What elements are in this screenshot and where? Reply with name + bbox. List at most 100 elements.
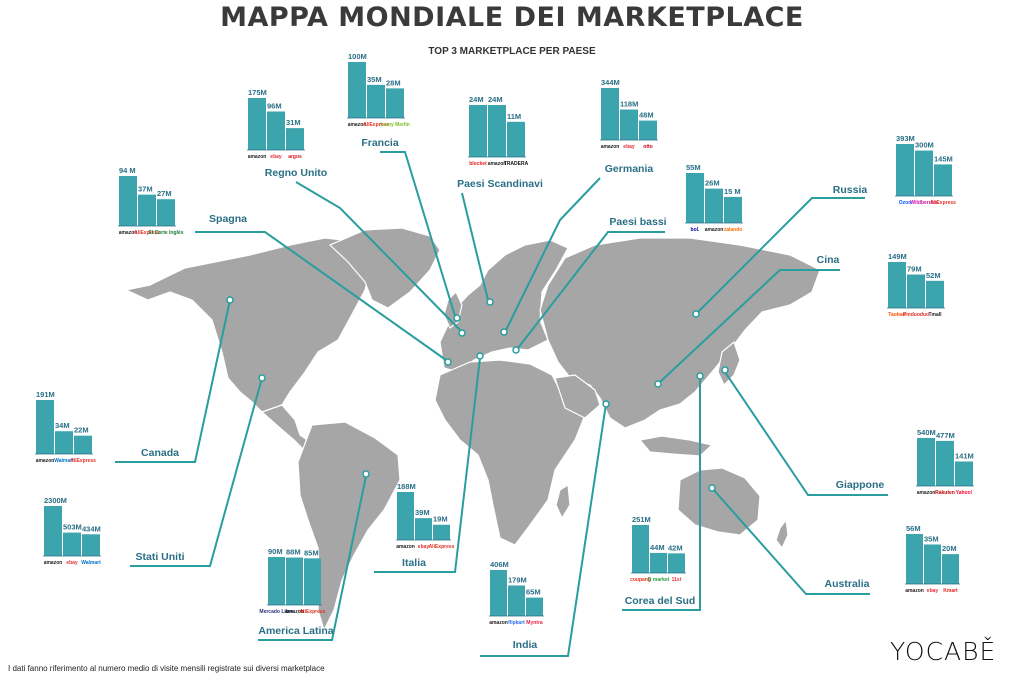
bar-paesi-scandinavi-tradera — [507, 121, 525, 157]
bar-spagna-aliexpress — [138, 194, 156, 226]
bar-paesi-bassi-amazon — [705, 188, 723, 223]
bar-russia-aliexpress — [934, 164, 952, 196]
connector-francia — [380, 151, 456, 317]
value-label: 100M — [348, 52, 367, 61]
brand-tradera: TRADERA — [504, 161, 529, 167]
value-label: 34M — [55, 421, 70, 430]
bar-canada-amazon — [36, 400, 54, 454]
brand-aliexpress: AliExpress — [930, 200, 956, 206]
brand-aliexpress: AliExpress — [134, 230, 160, 236]
chart-stati-uniti: 2300M amazon 503M ebay 434M Walmart Stati Unit… — [43, 496, 185, 566]
value-label: 85M — [304, 548, 319, 557]
value-label: 28M — [386, 78, 401, 87]
value-label: 90M — [268, 547, 283, 556]
bar-francia-leroy-merlin — [386, 88, 404, 118]
value-label: 55M — [686, 163, 701, 172]
chart-giappone: 540M amazon 477M Rakuten 141M Yahoo! Giappone — [836, 428, 974, 496]
connector-corea-del-sud — [622, 378, 701, 611]
value-label: 24M — [488, 95, 503, 104]
landmass-madagascar — [555, 483, 571, 520]
value-label: 37M — [138, 185, 153, 194]
marker-corea-del-sud — [696, 372, 704, 380]
brand-g-market: G market — [648, 577, 670, 583]
value-label: 94 M — [119, 166, 136, 175]
landmass-arabia — [554, 374, 601, 419]
connector-australia — [711, 487, 870, 595]
brand-walmart: Walmart — [54, 458, 74, 464]
brand-aliexpress: AliExpress — [429, 544, 455, 550]
landmass-new-zealand — [775, 518, 789, 550]
bar-corea-del-sud-g-market — [650, 552, 667, 573]
brand-amazon: amazon — [601, 144, 620, 150]
brand-amazon: amazon — [285, 609, 304, 615]
page-subtitle: TOP 3 MARKETPLACE PER PAESE — [428, 46, 596, 57]
value-label: 35M — [367, 75, 382, 84]
value-label: 19M — [433, 515, 448, 524]
bar-germania-amazon — [601, 88, 619, 140]
brand-amazon: amazon — [248, 154, 267, 160]
value-label: 26M — [705, 179, 720, 188]
chart-cina: 149M Taobao 79M Pinduoduo 52M Tmall Cina — [817, 252, 945, 318]
value-label: 42M — [668, 543, 683, 552]
bar-india-flipkart — [508, 585, 525, 616]
value-label: 477M — [936, 431, 955, 440]
bar-italia-amazon — [397, 492, 414, 540]
charts: 175M amazon 96M ebay 31M argos Regno Unito 100M… — [35, 52, 974, 651]
marker-paesi-scandinavi — [486, 298, 494, 306]
bar-australia-amazon — [906, 534, 923, 584]
brand-ebay: ebay — [418, 544, 430, 550]
bar-spagna-amazon — [119, 176, 137, 226]
chart-spagna: 94 M amazon 37M AliExpress 27M El Corte Inglé… — [118, 166, 247, 236]
value-label: 188M — [397, 482, 416, 491]
landmass-south-america — [297, 421, 401, 632]
brand-walmart: Walmart — [81, 560, 101, 566]
chart-germania: 344M amazon 118M ebay 48M otto Germania — [600, 78, 658, 175]
bar-russia-wildberries — [915, 150, 933, 196]
connector-paesi-scandinavi — [461, 192, 489, 301]
bar-america-latina-mercado-libre — [268, 557, 285, 605]
marker-australia — [708, 484, 716, 492]
connector-regno-unito — [295, 181, 461, 331]
marker-canada — [226, 296, 234, 304]
value-label: 15 M — [724, 187, 741, 196]
brand-wildberries: Wildberries — [910, 200, 937, 206]
bar-america-latina-amazon — [286, 557, 303, 605]
brand-el-corte-ingles: El Corte Inglés — [148, 230, 183, 236]
value-label: 79M — [907, 265, 922, 274]
bar-spagna-el-corte-ingles — [157, 199, 175, 226]
bar-giappone-rakuten — [936, 440, 954, 486]
bar-cina-taobao — [888, 262, 906, 308]
page-title: MAPPA MONDIALE DEI MARKETPLACE — [220, 2, 804, 33]
bar-cina-pinduoduo — [907, 274, 925, 308]
brand-ebay: ebay — [66, 560, 78, 566]
value-label: 27M — [157, 189, 172, 198]
value-label: 39M — [415, 508, 430, 517]
brand-blocket: blocket — [469, 161, 487, 167]
value-label: 24M — [469, 95, 484, 104]
value-label: 540M — [917, 428, 936, 437]
value-label: 344M — [601, 78, 620, 87]
connector-giappone — [724, 371, 888, 496]
marker-paesi-bassi — [512, 346, 520, 354]
marker-giappone — [721, 366, 729, 374]
bar-stati-uniti-ebay — [63, 532, 81, 556]
marker-francia — [453, 314, 461, 322]
country-label-canada: Canada — [141, 447, 179, 459]
value-label: 11M — [507, 112, 521, 121]
brand-amazon: amazon — [119, 230, 138, 236]
bar-giappone-amazon — [917, 438, 935, 486]
brand-mercado-libre: Mercado Libre — [259, 609, 293, 615]
brand-amazon: amazon — [705, 227, 724, 233]
value-label: 503M — [63, 523, 82, 532]
bar-india-myntra — [526, 597, 543, 616]
brand-myntra: Myntra — [526, 620, 543, 626]
value-label: 191M — [36, 390, 55, 399]
chart-paesi-bassi: 55M bol. 26M amazon 15 M zalando Paesi bassi — [609, 163, 743, 233]
chart-regno-unito: 175M amazon 96M ebay 31M argos Regno Unito — [247, 88, 327, 179]
value-label: 88M — [286, 548, 301, 557]
connectors — [115, 151, 888, 657]
value-label: 179M — [508, 575, 527, 584]
value-label: 251M — [632, 515, 651, 524]
bar-italia-aliexpress — [433, 524, 450, 540]
country-label-francia: Francia — [361, 137, 399, 149]
